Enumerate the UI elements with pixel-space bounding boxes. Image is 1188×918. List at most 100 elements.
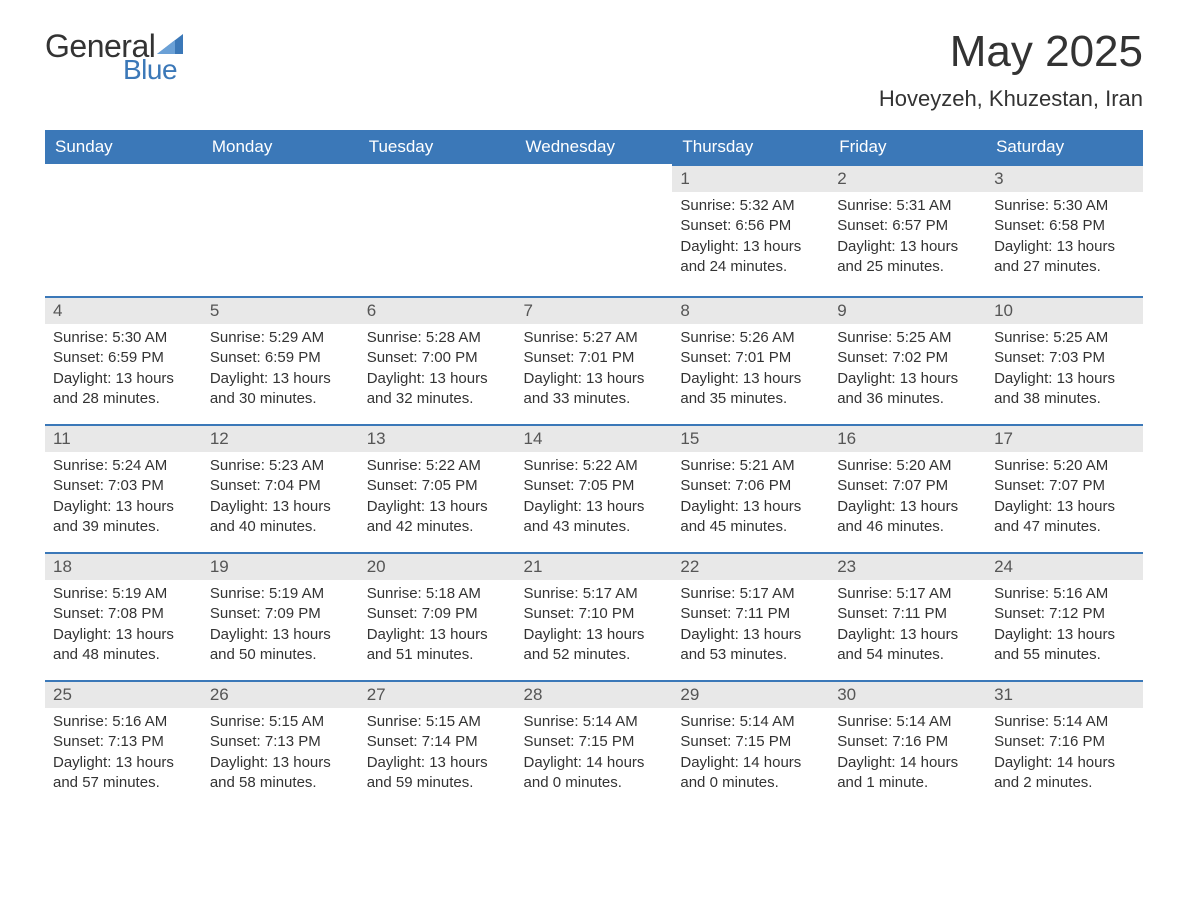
sunset-line: Sunset: 7:06 PM bbox=[680, 476, 821, 496]
sunrise-line: Sunrise: 5:18 AM bbox=[367, 584, 508, 604]
daylight-line: Daylight: 13 hours and 58 minutes. bbox=[210, 753, 351, 794]
day-number: 5 bbox=[202, 298, 359, 324]
weekday-header: Sunday bbox=[45, 130, 202, 164]
day-number: 18 bbox=[45, 554, 202, 580]
day-number: 28 bbox=[516, 682, 673, 708]
daylight-line: Daylight: 13 hours and 51 minutes. bbox=[367, 625, 508, 666]
day-details: Sunrise: 5:27 AMSunset: 7:01 PMDaylight:… bbox=[516, 324, 673, 417]
day-wrap: 2Sunrise: 5:31 AMSunset: 6:57 PMDaylight… bbox=[829, 164, 986, 296]
day-number: 3 bbox=[986, 166, 1143, 192]
calendar-day-cell: 30Sunrise: 5:14 AMSunset: 7:16 PMDayligh… bbox=[829, 680, 986, 808]
day-wrap: 1Sunrise: 5:32 AMSunset: 6:56 PMDaylight… bbox=[672, 164, 829, 296]
day-wrap: 6Sunrise: 5:28 AMSunset: 7:00 PMDaylight… bbox=[359, 296, 516, 424]
daylight-line: Daylight: 13 hours and 47 minutes. bbox=[994, 497, 1135, 538]
sunset-line: Sunset: 7:14 PM bbox=[367, 732, 508, 752]
day-wrap: 3Sunrise: 5:30 AMSunset: 6:58 PMDaylight… bbox=[986, 164, 1143, 296]
calendar-day-cell: 6Sunrise: 5:28 AMSunset: 7:00 PMDaylight… bbox=[359, 296, 516, 424]
calendar-week-row: 11Sunrise: 5:24 AMSunset: 7:03 PMDayligh… bbox=[45, 424, 1143, 552]
sunrise-line: Sunrise: 5:22 AM bbox=[524, 456, 665, 476]
day-wrap: 29Sunrise: 5:14 AMSunset: 7:15 PMDayligh… bbox=[672, 680, 829, 808]
sunrise-line: Sunrise: 5:19 AM bbox=[210, 584, 351, 604]
sunrise-line: Sunrise: 5:15 AM bbox=[367, 712, 508, 732]
day-wrap: 24Sunrise: 5:16 AMSunset: 7:12 PMDayligh… bbox=[986, 552, 1143, 680]
day-wrap: 27Sunrise: 5:15 AMSunset: 7:14 PMDayligh… bbox=[359, 680, 516, 808]
calendar-empty-cell bbox=[202, 164, 359, 296]
day-wrap: 11Sunrise: 5:24 AMSunset: 7:03 PMDayligh… bbox=[45, 424, 202, 552]
weekday-header: Thursday bbox=[672, 130, 829, 164]
sunrise-line: Sunrise: 5:17 AM bbox=[837, 584, 978, 604]
day-wrap: 7Sunrise: 5:27 AMSunset: 7:01 PMDaylight… bbox=[516, 296, 673, 424]
calendar-day-cell: 15Sunrise: 5:21 AMSunset: 7:06 PMDayligh… bbox=[672, 424, 829, 552]
day-details: Sunrise: 5:24 AMSunset: 7:03 PMDaylight:… bbox=[45, 452, 202, 545]
day-details: Sunrise: 5:23 AMSunset: 7:04 PMDaylight:… bbox=[202, 452, 359, 545]
day-details: Sunrise: 5:18 AMSunset: 7:09 PMDaylight:… bbox=[359, 580, 516, 673]
day-number: 22 bbox=[672, 554, 829, 580]
weekday-header-row: SundayMondayTuesdayWednesdayThursdayFrid… bbox=[45, 130, 1143, 164]
calendar-day-cell: 23Sunrise: 5:17 AMSunset: 7:11 PMDayligh… bbox=[829, 552, 986, 680]
daylight-line: Daylight: 14 hours and 0 minutes. bbox=[524, 753, 665, 794]
sunset-line: Sunset: 7:16 PM bbox=[837, 732, 978, 752]
sunset-line: Sunset: 7:02 PM bbox=[837, 348, 978, 368]
day-details: Sunrise: 5:30 AMSunset: 6:59 PMDaylight:… bbox=[45, 324, 202, 417]
day-details: Sunrise: 5:22 AMSunset: 7:05 PMDaylight:… bbox=[359, 452, 516, 545]
calendar-day-cell: 27Sunrise: 5:15 AMSunset: 7:14 PMDayligh… bbox=[359, 680, 516, 808]
day-wrap: 15Sunrise: 5:21 AMSunset: 7:06 PMDayligh… bbox=[672, 424, 829, 552]
daylight-line: Daylight: 13 hours and 30 minutes. bbox=[210, 369, 351, 410]
day-number: 4 bbox=[45, 298, 202, 324]
daylight-line: Daylight: 14 hours and 1 minute. bbox=[837, 753, 978, 794]
month-title: May 2025 bbox=[879, 30, 1143, 74]
sunset-line: Sunset: 7:11 PM bbox=[680, 604, 821, 624]
day-details: Sunrise: 5:16 AMSunset: 7:13 PMDaylight:… bbox=[45, 708, 202, 801]
sunrise-line: Sunrise: 5:22 AM bbox=[367, 456, 508, 476]
sunset-line: Sunset: 7:15 PM bbox=[680, 732, 821, 752]
sunrise-line: Sunrise: 5:17 AM bbox=[680, 584, 821, 604]
day-wrap: 23Sunrise: 5:17 AMSunset: 7:11 PMDayligh… bbox=[829, 552, 986, 680]
location-text: Hoveyzeh, Khuzestan, Iran bbox=[879, 86, 1143, 112]
sunset-line: Sunset: 6:57 PM bbox=[837, 216, 978, 236]
sunset-line: Sunset: 7:07 PM bbox=[994, 476, 1135, 496]
calendar-day-cell: 22Sunrise: 5:17 AMSunset: 7:11 PMDayligh… bbox=[672, 552, 829, 680]
calendar-day-cell: 10Sunrise: 5:25 AMSunset: 7:03 PMDayligh… bbox=[986, 296, 1143, 424]
daylight-line: Daylight: 13 hours and 38 minutes. bbox=[994, 369, 1135, 410]
sunrise-line: Sunrise: 5:14 AM bbox=[680, 712, 821, 732]
day-wrap: 12Sunrise: 5:23 AMSunset: 7:04 PMDayligh… bbox=[202, 424, 359, 552]
day-wrap: 9Sunrise: 5:25 AMSunset: 7:02 PMDaylight… bbox=[829, 296, 986, 424]
day-details: Sunrise: 5:15 AMSunset: 7:13 PMDaylight:… bbox=[202, 708, 359, 801]
weekday-header: Friday bbox=[829, 130, 986, 164]
calendar-day-cell: 7Sunrise: 5:27 AMSunset: 7:01 PMDaylight… bbox=[516, 296, 673, 424]
day-details: Sunrise: 5:17 AMSunset: 7:10 PMDaylight:… bbox=[516, 580, 673, 673]
calendar-day-cell: 12Sunrise: 5:23 AMSunset: 7:04 PMDayligh… bbox=[202, 424, 359, 552]
day-wrap: 10Sunrise: 5:25 AMSunset: 7:03 PMDayligh… bbox=[986, 296, 1143, 424]
sunset-line: Sunset: 7:13 PM bbox=[210, 732, 351, 752]
daylight-line: Daylight: 13 hours and 24 minutes. bbox=[680, 237, 821, 278]
daylight-line: Daylight: 13 hours and 46 minutes. bbox=[837, 497, 978, 538]
day-details: Sunrise: 5:17 AMSunset: 7:11 PMDaylight:… bbox=[829, 580, 986, 673]
sunset-line: Sunset: 7:10 PM bbox=[524, 604, 665, 624]
day-details: Sunrise: 5:19 AMSunset: 7:09 PMDaylight:… bbox=[202, 580, 359, 673]
sunset-line: Sunset: 7:12 PM bbox=[994, 604, 1135, 624]
sunset-line: Sunset: 7:03 PM bbox=[53, 476, 194, 496]
day-wrap: 31Sunrise: 5:14 AMSunset: 7:16 PMDayligh… bbox=[986, 680, 1143, 808]
day-number: 8 bbox=[672, 298, 829, 324]
sunset-line: Sunset: 7:05 PM bbox=[367, 476, 508, 496]
sunrise-line: Sunrise: 5:14 AM bbox=[837, 712, 978, 732]
daylight-line: Daylight: 13 hours and 57 minutes. bbox=[53, 753, 194, 794]
calendar-week-row: 1Sunrise: 5:32 AMSunset: 6:56 PMDaylight… bbox=[45, 164, 1143, 296]
day-wrap: 22Sunrise: 5:17 AMSunset: 7:11 PMDayligh… bbox=[672, 552, 829, 680]
day-number: 25 bbox=[45, 682, 202, 708]
sunrise-line: Sunrise: 5:32 AM bbox=[680, 196, 821, 216]
daylight-line: Daylight: 13 hours and 25 minutes. bbox=[837, 237, 978, 278]
calendar-day-cell: 29Sunrise: 5:14 AMSunset: 7:15 PMDayligh… bbox=[672, 680, 829, 808]
day-wrap: 13Sunrise: 5:22 AMSunset: 7:05 PMDayligh… bbox=[359, 424, 516, 552]
day-wrap: 28Sunrise: 5:14 AMSunset: 7:15 PMDayligh… bbox=[516, 680, 673, 808]
calendar-day-cell: 2Sunrise: 5:31 AMSunset: 6:57 PMDaylight… bbox=[829, 164, 986, 296]
day-number: 29 bbox=[672, 682, 829, 708]
sunset-line: Sunset: 7:15 PM bbox=[524, 732, 665, 752]
sunrise-line: Sunrise: 5:28 AM bbox=[367, 328, 508, 348]
sunset-line: Sunset: 7:05 PM bbox=[524, 476, 665, 496]
sunrise-line: Sunrise: 5:16 AM bbox=[53, 712, 194, 732]
calendar-day-cell: 28Sunrise: 5:14 AMSunset: 7:15 PMDayligh… bbox=[516, 680, 673, 808]
sunset-line: Sunset: 7:01 PM bbox=[680, 348, 821, 368]
day-details: Sunrise: 5:28 AMSunset: 7:00 PMDaylight:… bbox=[359, 324, 516, 417]
daylight-line: Daylight: 13 hours and 52 minutes. bbox=[524, 625, 665, 666]
